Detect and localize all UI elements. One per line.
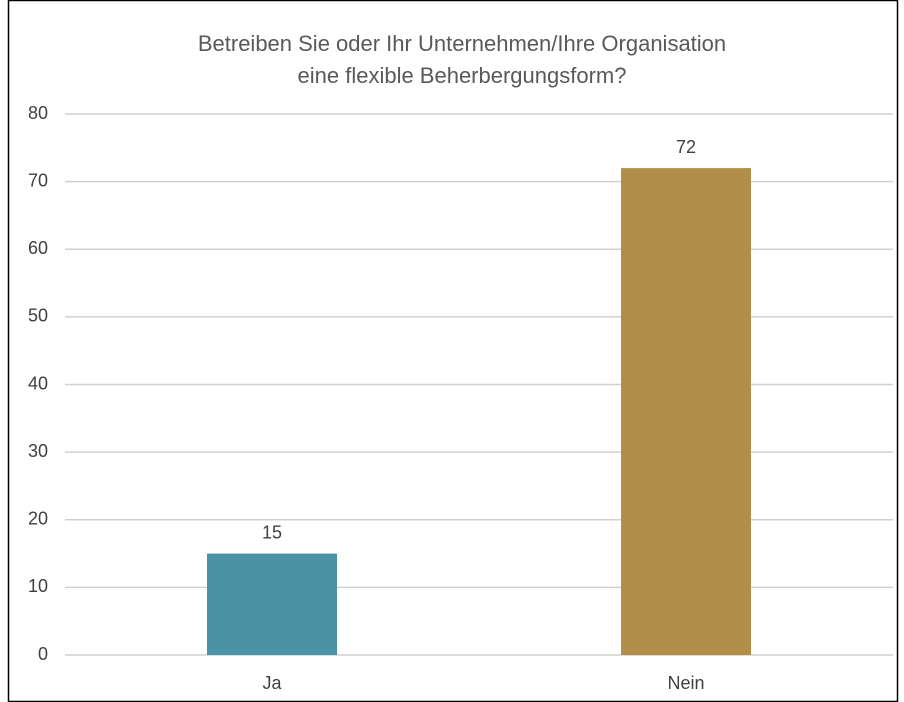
x-tick-label: Nein: [667, 673, 704, 693]
chart-frame: [7, 0, 899, 702]
x-tick-label: Ja: [262, 673, 282, 693]
data-label: 15: [262, 522, 282, 542]
y-tick-label: 10: [28, 576, 48, 596]
data-label: 72: [676, 137, 696, 157]
y-tick-label: 70: [28, 170, 48, 190]
chart-title: Betreiben Sie oder Ihr Unternehmen/Ihre …: [198, 31, 726, 56]
y-tick-label: 0: [38, 644, 48, 664]
y-tick-label: 50: [28, 306, 48, 326]
y-tick-label: 20: [28, 509, 48, 529]
y-tick-label: 30: [28, 441, 48, 461]
y-tick-label: 60: [28, 238, 48, 258]
bar: [621, 168, 751, 655]
chart-title: eine flexible Beherbergungsform?: [298, 63, 627, 88]
bar: [207, 553, 337, 655]
y-tick-label: 40: [28, 373, 48, 393]
y-tick-label: 80: [28, 103, 48, 123]
